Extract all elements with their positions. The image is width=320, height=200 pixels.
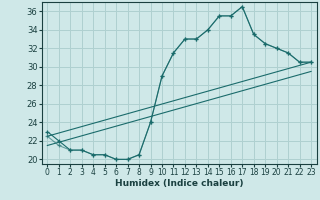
X-axis label: Humidex (Indice chaleur): Humidex (Indice chaleur) <box>115 179 244 188</box>
